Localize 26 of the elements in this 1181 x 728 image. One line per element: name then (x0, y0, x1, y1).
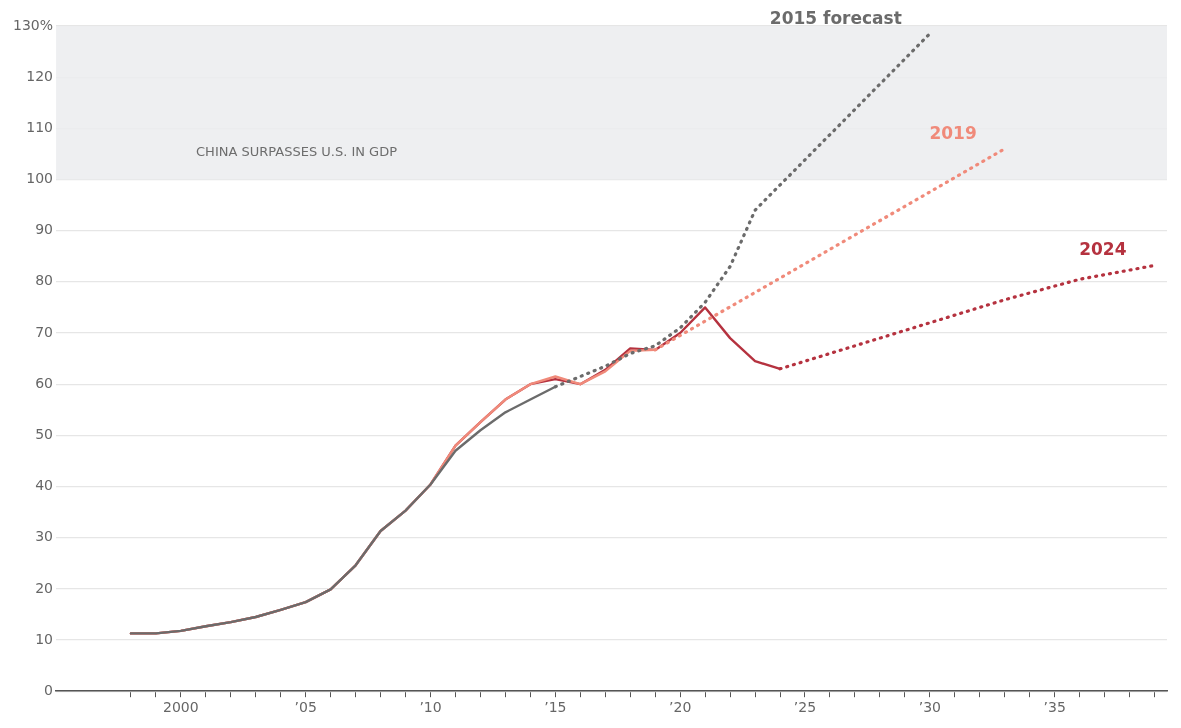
y-tick-label: 50 (35, 425, 54, 442)
x-tick-label: ’15 (544, 699, 567, 716)
y-tick-label: 20 (35, 579, 54, 596)
y-tick-label: 90 (35, 221, 54, 238)
y-tick-label: 60 (35, 374, 54, 391)
y-tick-label: 130% (12, 16, 54, 33)
series-label: 2019 (929, 122, 977, 143)
y-tick-label: 10 (35, 630, 54, 647)
y-tick-label: 30 (35, 528, 54, 545)
y-tick-label: 0 (44, 681, 54, 698)
series-label: 2024 (1079, 239, 1127, 260)
y-tick-label: 40 (35, 477, 54, 494)
x-tick-label: ’25 (793, 699, 817, 716)
y-tick-label: 110 (26, 118, 54, 135)
y-tick-label: 100 (26, 170, 54, 187)
x-tick-label: ’30 (918, 699, 941, 716)
y-tick-label: 120 (26, 67, 54, 84)
series-label: 2015 forecast (769, 7, 902, 28)
x-tick-label: 2000 (163, 699, 199, 716)
y-tick-label: 70 (35, 323, 54, 340)
x-tick-label: ’10 (419, 699, 442, 716)
x-tick-label: ’35 (1043, 699, 1066, 716)
y-tick-label: 80 (35, 272, 54, 289)
x-tick-label: ’05 (294, 699, 317, 716)
x-tick-label: ’20 (669, 699, 692, 716)
band-label: CHINA SURPASSES U.S. IN GDP (196, 144, 398, 160)
